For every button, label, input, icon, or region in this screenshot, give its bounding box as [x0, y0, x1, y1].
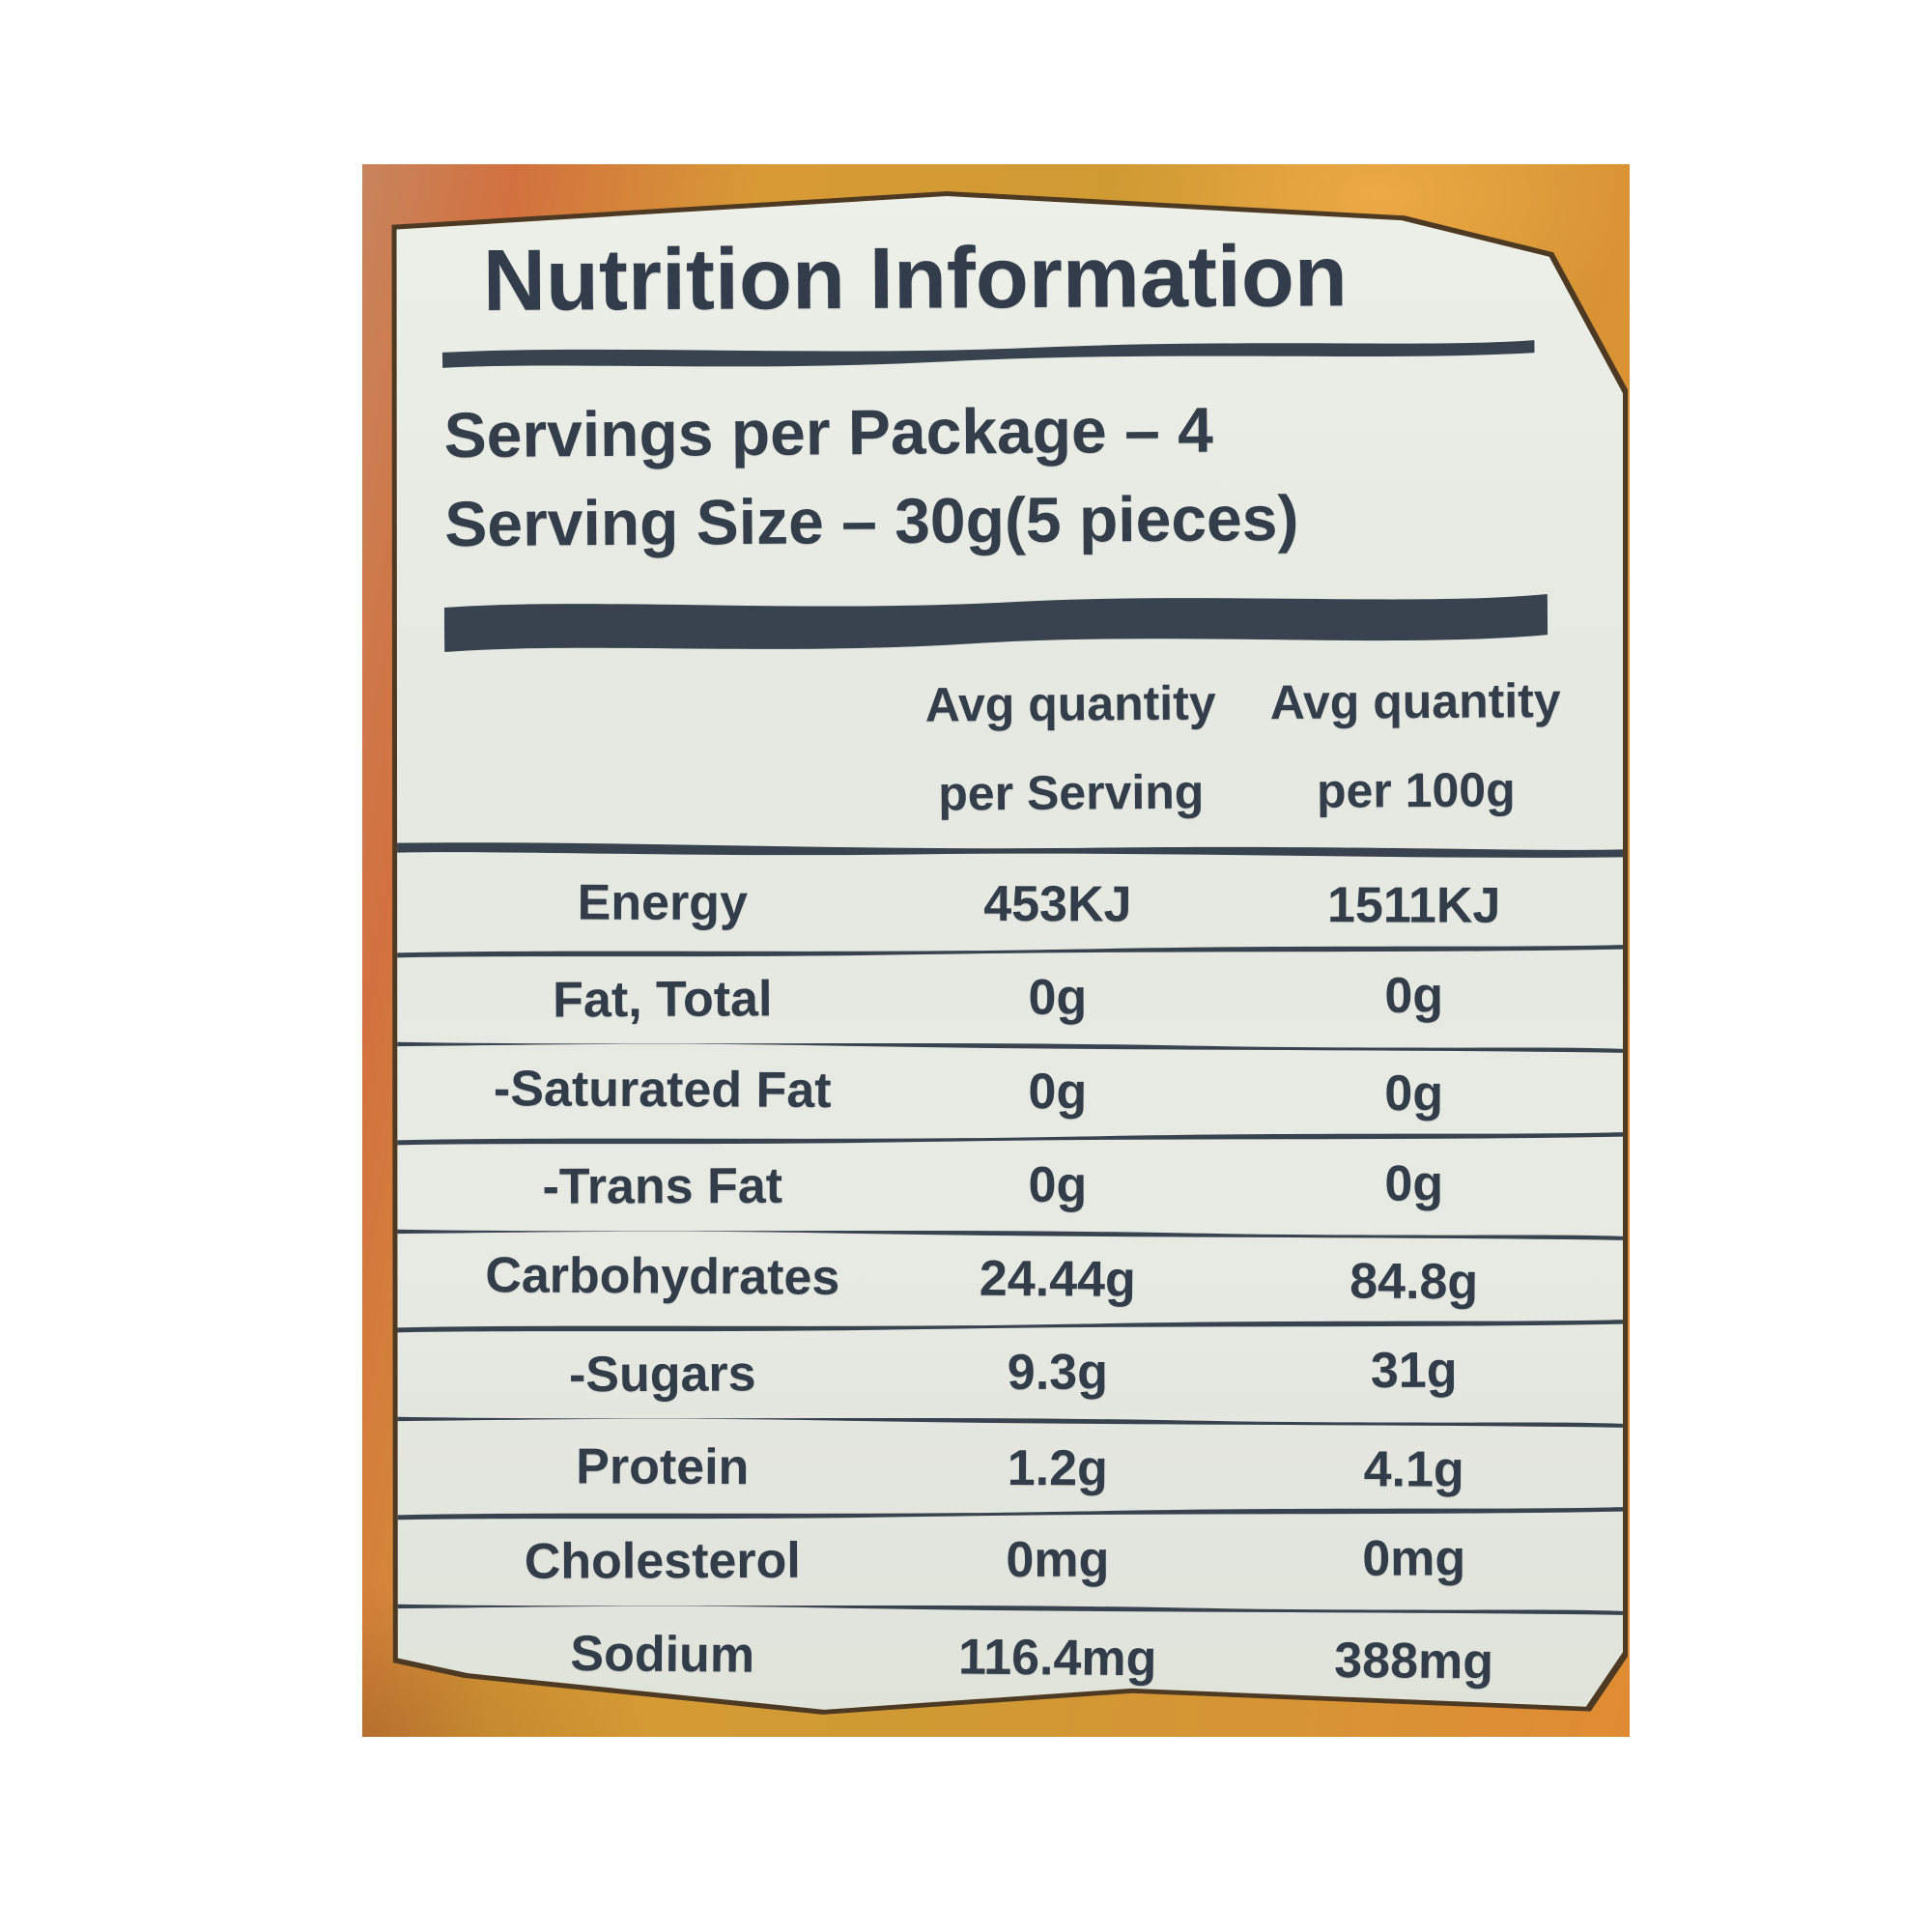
row-divider: [396, 945, 1623, 958]
value-per-serving: 0g: [1028, 1156, 1088, 1213]
header-per-serving-line1: Avg quantity: [924, 675, 1216, 732]
row-name: -Saturated Fat: [493, 1060, 832, 1119]
table-row-cholesterol: Cholesterol 0mg 0mg: [397, 1517, 1623, 1603]
value-per-serving: 0g: [1028, 1063, 1088, 1120]
value-per-serving: 9.3g: [1007, 1343, 1109, 1401]
row-divider: [396, 1507, 1623, 1520]
row-name: Carbohydrates: [485, 1246, 840, 1306]
header-per-100g: Avg quantity per 100g: [1242, 672, 1588, 819]
column-spacer: [438, 677, 898, 825]
value-per-serving: 453KJ: [983, 875, 1132, 932]
label-content: Nutrition Information Servings per Packa…: [396, 196, 1623, 1710]
value-per-100g: 31g: [1370, 1342, 1458, 1399]
row-name: -Trans Fat: [542, 1157, 783, 1215]
header-per-serving-line2: per Serving: [938, 764, 1205, 821]
value-per-100g: 388mg: [1334, 1632, 1494, 1690]
row-name: Energy: [577, 873, 749, 931]
value-per-100g: 0g: [1384, 967, 1444, 1024]
value-per-100g: 84.8g: [1350, 1252, 1479, 1310]
section-divider-bar: [443, 594, 1548, 652]
row-name: -Sugars: [568, 1345, 756, 1403]
row-divider: [396, 1229, 1623, 1240]
value-per-100g: 1511KJ: [1326, 876, 1501, 934]
row-divider: [396, 1416, 1623, 1428]
header-per-100g-line2: per 100g: [1316, 762, 1516, 818]
servings-per-package: Servings per Package – 4: [443, 393, 1214, 471]
header-per-serving: Avg quantity per Serving: [897, 674, 1243, 821]
table-row-sugars: -Sugars 9.3g 31g: [397, 1328, 1623, 1417]
value-per-serving: 116.4mg: [957, 1629, 1157, 1687]
title-underline-rule: [441, 340, 1535, 368]
row-name: Cholesterol: [524, 1532, 801, 1590]
table-row-fat-total: Fat, Total 0g 0g: [397, 953, 1623, 1042]
table-column-headers: Avg quantity per Serving Avg quantity pe…: [438, 672, 1588, 825]
header-divider: [396, 842, 1623, 858]
value-per-100g: 0g: [1384, 1154, 1444, 1212]
nutrition-table: Energy 453KJ 1511KJ Fat, Total 0g 0g: [396, 841, 1623, 1710]
value-per-100g: 4.1g: [1363, 1440, 1464, 1498]
value-per-serving: 24.44g: [979, 1250, 1137, 1308]
row-name: Fat, Total: [553, 970, 773, 1028]
table-row-sodium: Sodium 116.4mg 388mg: [397, 1610, 1623, 1703]
table-row-protein: Protein 1.2g 4.1g: [397, 1425, 1623, 1511]
package-photo: Nutrition Information Servings per Packa…: [362, 164, 1630, 1737]
table-row-energy: Energy 453KJ 1511KJ: [397, 861, 1623, 947]
table-row-saturated-fat: -Saturated Fat 0g 0g: [397, 1047, 1623, 1136]
serving-size: Serving Size – 30g(5 pieces): [444, 481, 1299, 560]
label-outline: Nutrition Information Servings per Packa…: [391, 191, 1628, 1715]
label-title: Nutrition Information: [482, 228, 1349, 329]
value-per-100g: 0mg: [1362, 1529, 1466, 1587]
row-name: Sodium: [570, 1625, 755, 1684]
nutrition-label: Nutrition Information Servings per Packa…: [396, 196, 1623, 1710]
table-row-trans-fat: -Trans Fat 0g 0g: [397, 1142, 1623, 1228]
row-name: Protein: [576, 1437, 750, 1495]
value-per-serving: 0g: [1028, 969, 1088, 1026]
value-per-serving: 0mg: [1006, 1531, 1110, 1588]
row-divider: [396, 1041, 1623, 1053]
value-per-100g: 0g: [1384, 1065, 1444, 1122]
table-row-carbohydrates: Carbohydrates 24.44g 84.8g: [397, 1234, 1623, 1324]
row-divider: [396, 1320, 1623, 1333]
row-divider: [396, 1132, 1623, 1146]
value-per-serving: 1.2g: [1007, 1439, 1108, 1496]
row-divider: [396, 1604, 1623, 1615]
serving-info: Servings per Package – 4 Serving Size – …: [443, 383, 1588, 568]
header-per-100g-line1: Avg quantity: [1269, 673, 1561, 730]
